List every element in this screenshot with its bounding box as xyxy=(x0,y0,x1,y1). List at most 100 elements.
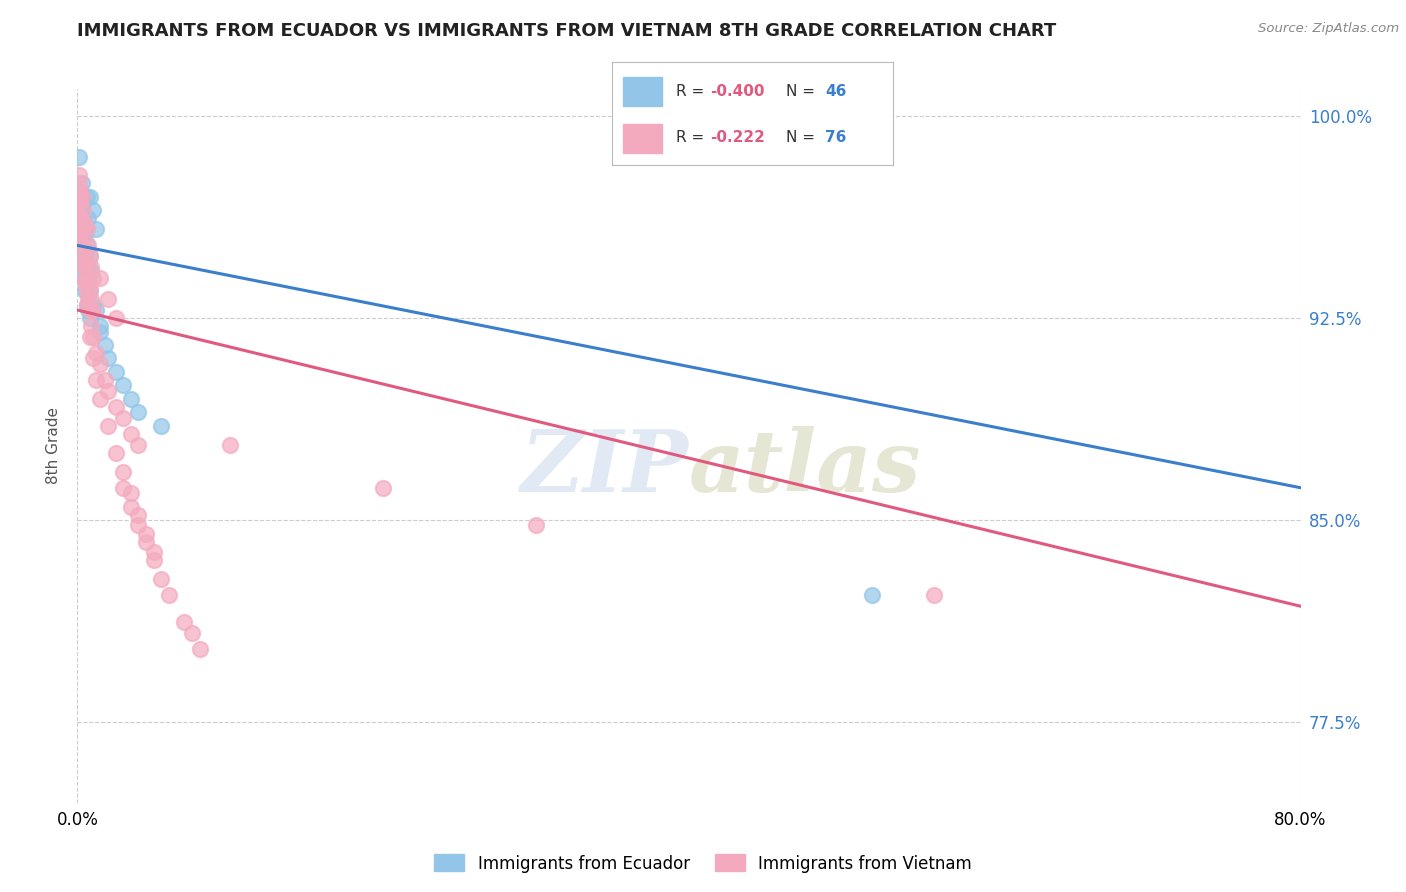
Point xyxy=(79,303,101,318)
Point xyxy=(112,378,135,392)
Point xyxy=(79,281,101,295)
Point xyxy=(69,230,91,244)
Point xyxy=(79,190,101,204)
Point xyxy=(524,518,547,533)
Text: -0.222: -0.222 xyxy=(710,130,765,145)
Text: -0.400: -0.400 xyxy=(710,84,765,99)
Point xyxy=(67,149,90,163)
Point xyxy=(77,257,100,271)
Point xyxy=(862,589,884,603)
Point xyxy=(97,351,120,366)
Point xyxy=(76,298,98,312)
Point xyxy=(69,211,91,226)
Text: R =: R = xyxy=(676,84,710,99)
Point xyxy=(80,265,103,279)
Point xyxy=(82,351,104,366)
Point xyxy=(76,270,98,285)
Point xyxy=(79,249,101,263)
Point xyxy=(76,222,98,236)
Point xyxy=(69,195,91,210)
Point xyxy=(79,249,101,263)
Point xyxy=(150,418,173,433)
Point xyxy=(128,518,150,533)
Point xyxy=(94,373,117,387)
Point xyxy=(120,486,142,500)
Point xyxy=(157,589,180,603)
Legend: Immigrants from Ecuador, Immigrants from Vietnam: Immigrants from Ecuador, Immigrants from… xyxy=(427,847,979,880)
Text: N =: N = xyxy=(786,130,820,145)
Point xyxy=(67,185,90,199)
Point xyxy=(70,222,93,236)
Point xyxy=(70,222,93,236)
Point xyxy=(371,481,394,495)
Point xyxy=(67,169,90,183)
Point xyxy=(120,392,142,406)
Point xyxy=(73,217,96,231)
Point xyxy=(69,185,91,199)
Point xyxy=(142,553,165,567)
Point xyxy=(70,190,93,204)
Point xyxy=(73,244,96,258)
Point xyxy=(77,303,100,318)
Point xyxy=(73,249,96,263)
Point xyxy=(69,211,91,226)
Point xyxy=(219,437,242,451)
Point xyxy=(128,508,150,522)
Point xyxy=(181,626,204,640)
Point xyxy=(72,238,94,252)
Point xyxy=(70,238,93,252)
Point xyxy=(79,311,101,326)
Point xyxy=(104,446,127,460)
Point xyxy=(76,298,98,312)
Point xyxy=(72,230,94,244)
Point xyxy=(70,238,93,252)
Point xyxy=(89,357,111,371)
Text: N =: N = xyxy=(786,84,820,99)
Point xyxy=(112,410,135,425)
Point xyxy=(120,500,142,514)
Point xyxy=(89,319,111,334)
Point xyxy=(67,195,90,210)
Point xyxy=(76,190,98,204)
Point xyxy=(73,270,96,285)
Point xyxy=(104,400,127,414)
Point xyxy=(73,217,96,231)
Point xyxy=(69,211,91,226)
Point xyxy=(72,257,94,271)
Point xyxy=(70,230,93,244)
Point xyxy=(173,615,195,630)
Point xyxy=(97,292,120,306)
Point xyxy=(73,249,96,263)
Point xyxy=(77,238,100,252)
Point xyxy=(73,227,96,242)
Point xyxy=(72,217,94,231)
Point xyxy=(80,292,103,306)
Point xyxy=(150,572,173,586)
Point xyxy=(84,346,107,360)
Point xyxy=(70,238,93,252)
Point xyxy=(94,338,117,352)
Point xyxy=(97,418,120,433)
Point xyxy=(69,185,91,199)
Point xyxy=(80,260,103,274)
Point xyxy=(82,203,104,218)
Point xyxy=(188,642,211,657)
Point xyxy=(84,222,107,236)
Point xyxy=(112,465,135,479)
Point xyxy=(73,284,96,298)
Point xyxy=(72,270,94,285)
Point xyxy=(104,365,127,379)
Point xyxy=(82,298,104,312)
Point xyxy=(142,545,165,559)
Point xyxy=(76,284,98,298)
Point xyxy=(69,217,91,231)
Text: IMMIGRANTS FROM ECUADOR VS IMMIGRANTS FROM VIETNAM 8TH GRADE CORRELATION CHART: IMMIGRANTS FROM ECUADOR VS IMMIGRANTS FR… xyxy=(77,22,1056,40)
Point xyxy=(82,330,104,344)
Point xyxy=(70,203,93,218)
Point xyxy=(77,292,100,306)
Point xyxy=(82,303,104,318)
Point xyxy=(135,534,157,549)
Point xyxy=(104,311,127,326)
Y-axis label: 8th Grade: 8th Grade xyxy=(46,408,62,484)
Point xyxy=(67,177,90,191)
